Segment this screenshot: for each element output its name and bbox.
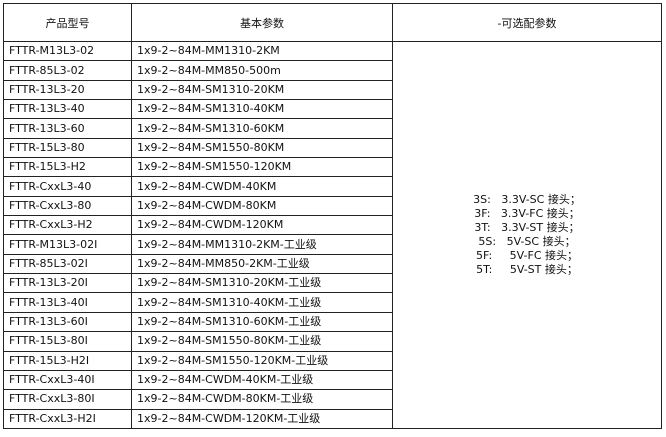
params-cell: 1x9-2~84M-MM1310-2KM — [131, 40, 393, 62]
model-cell: FTTR-15L3-80I — [3, 331, 132, 352]
model-cell: FTTR-85L3-02 — [3, 60, 132, 81]
params-cell: 1x9-2~84M-MM1310-2KM-工业级 — [131, 234, 393, 255]
params-cell: 1x9-2~84M-SM1310-20KM — [131, 79, 393, 101]
header-row: 产品型号 基本参数 -可选配参数 — [3, 3, 662, 42]
option-line: 5T: 5V-ST 接头； — [476, 262, 578, 276]
params-cell: 1x9-2~84M-CWDM-80KM-工业级 — [131, 389, 393, 410]
table-row: FTTR-15L3-80 1x9-2~84M-SM1550-80KM — [3, 137, 662, 159]
option-line: 3F: 3.3V-FC 接头； — [474, 206, 580, 220]
table-row: FTTR-CxxL3-80 1x9-2~84M-CWDM-80KM — [3, 195, 662, 217]
table-row: FTTR-13L3-40I 1x9-2~84M-SM1310-40KM-工业级 — [3, 292, 662, 313]
params-cell: 1x9-2~84M-CWDM-80KM — [131, 195, 393, 217]
model-cell: FTTR-CxxL3-40I — [3, 369, 132, 391]
params-cell: 1x9-2~84M-CWDM-120KM — [131, 215, 393, 236]
params-cell: 1x9-2~84M-CWDM-120KM-工业级 — [131, 408, 393, 429]
table-row: FTTR-85L3-02I 1x9-2~84M-MM850-2KM-工业级 — [3, 253, 662, 275]
table-row: FTTR-85L3-02 1x9-2~84M-MM850-500m — [3, 60, 662, 81]
option-line: 5S: 5V-SC 接头； — [478, 234, 576, 248]
params-cell: 1x9-2~84M-SM1310-60KM-工业级 — [131, 311, 393, 333]
model-cell: FTTR-CxxL3-H2 — [3, 215, 132, 236]
table-row: FTTR-CxxL3-40I 1x9-2~84M-CWDM-40KM-工业级 — [3, 369, 662, 391]
table-row: FTTR-CxxL3-H2 1x9-2~84M-CWDM-120KM — [3, 215, 662, 236]
model-cell: FTTR-CxxL3-80I — [3, 389, 132, 410]
model-cell: FTTR-13L3-20I — [3, 273, 132, 294]
params-cell: 1x9-2~84M-SM1310-60KM — [131, 118, 393, 139]
model-cell: FTTR-M13L3-02I — [3, 234, 132, 255]
table-row: FTTR-CxxL3-40 1x9-2~84M-CWDM-40KM — [3, 176, 662, 197]
model-cell: FTTR-13L3-60I — [3, 311, 132, 333]
option-line: 3S: 3.3V-SC 接头； — [473, 192, 581, 206]
table-row: FTTR-13L3-40 1x9-2~84M-SM1310-40KM — [3, 99, 662, 120]
params-cell: 1x9-2~84M-SM1550-80KM — [131, 137, 393, 159]
header-params: 基本参数 — [131, 3, 393, 42]
header-model: 产品型号 — [3, 3, 132, 42]
params-cell: 1x9-2~84M-CWDM-40KM — [131, 176, 393, 197]
header-options: -可选配参数 — [392, 3, 662, 42]
model-cell: FTTR-M13L3-02 — [3, 40, 132, 62]
table-row: FTTR-13L3-20 1x9-2~84M-SM1310-20KM — [3, 79, 662, 101]
model-cell: FTTR-CxxL3-H2I — [3, 408, 132, 429]
model-cell: FTTR-13L3-60 — [3, 118, 132, 139]
params-cell: 1x9-2~84M-SM1310-20KM-工业级 — [131, 273, 393, 294]
params-cell: 1x9-2~84M-MM850-500m — [131, 60, 393, 81]
params-cell: 1x9-2~84M-SM1310-40KM-工业级 — [131, 292, 393, 313]
params-cell: 1x9-2~84M-SM1550-80KM-工业级 — [131, 331, 393, 352]
table-row: FTTR-CxxL3-80I 1x9-2~84M-CWDM-80KM-工业级 — [3, 389, 662, 410]
params-cell: 1x9-2~84M-SM1550-120KM-工业级 — [131, 350, 393, 371]
params-cell: 1x9-2~84M-SM1310-40KM — [131, 99, 393, 120]
model-cell: FTTR-15L3-H2 — [3, 157, 132, 178]
model-cell: FTTR-13L3-40 — [3, 99, 132, 120]
table-row: FTTR-M13L3-02I 1x9-2~84M-MM1310-2KM-工业级 — [3, 234, 662, 255]
table-row: FTTR-CxxL3-H2I 1x9-2~84M-CWDM-120KM-工业级 — [3, 408, 662, 429]
params-cell: 1x9-2~84M-SM1550-120KM — [131, 157, 393, 178]
model-cell: FTTR-CxxL3-80 — [3, 195, 132, 217]
model-cell: FTTR-85L3-02I — [3, 253, 132, 275]
model-cell: FTTR-CxxL3-40 — [3, 176, 132, 197]
option-line: 5F: 5V-FC 接头； — [475, 248, 578, 262]
params-cell: 1x9-2~84M-CWDM-40KM-工业级 — [131, 369, 393, 391]
model-cell: FTTR-15L3-H2I — [3, 350, 132, 371]
option-line: 3T: 3.3V-ST 接头； — [474, 220, 580, 234]
model-cell: FTTR-15L3-80 — [3, 137, 132, 159]
model-cell: FTTR-13L3-20 — [3, 79, 132, 101]
params-cell: 1x9-2~84M-MM850-2KM-工业级 — [131, 253, 393, 275]
model-cell: FTTR-13L3-40I — [3, 292, 132, 313]
table-row: FTTR-M13L3-02 1x9-2~84M-MM1310-2KM 3S: 3.3… — [3, 40, 662, 429]
options-cell: 3S: 3.3V-SC 接头； 3F: 3.3V-FC 接头； 3T: 3.3V-S… — [392, 41, 662, 429]
product-table: 产品型号 基本参数 -可选配参数 FTTR-M13L3-02 1x9-2~84M-… — [3, 3, 662, 429]
